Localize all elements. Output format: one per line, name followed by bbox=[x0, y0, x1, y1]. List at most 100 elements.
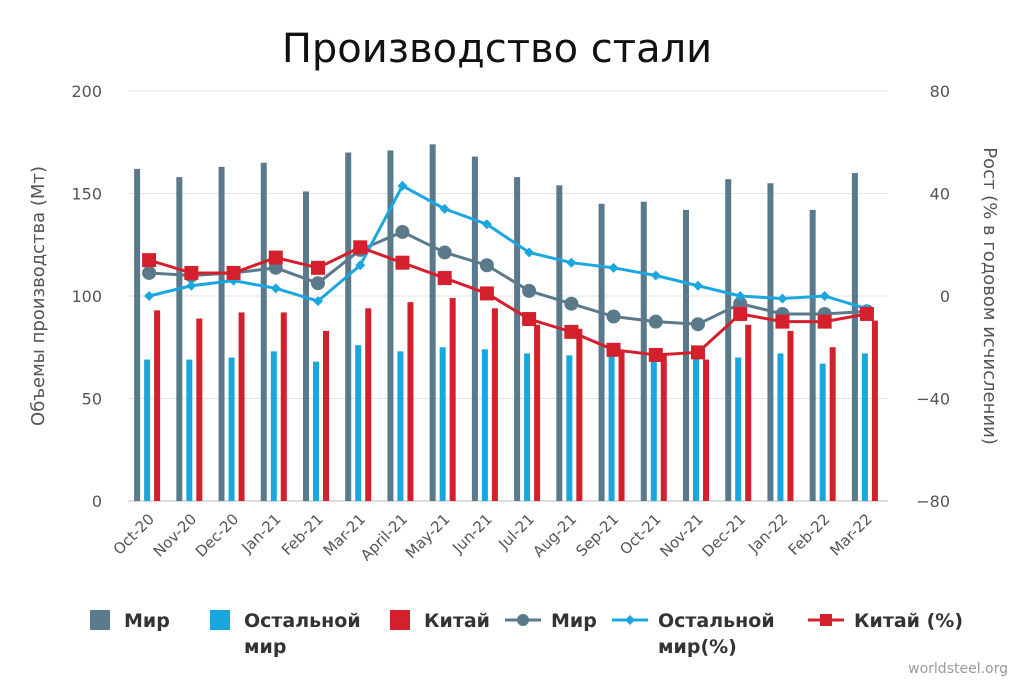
bar-world bbox=[725, 179, 732, 501]
marker-world-growth bbox=[479, 258, 494, 273]
bar-world bbox=[345, 152, 352, 501]
marker-rest-of-world-growth bbox=[735, 291, 746, 301]
bar-rest-of-world bbox=[735, 357, 742, 501]
bar-china bbox=[871, 320, 878, 501]
bar-china bbox=[280, 312, 287, 501]
bar-world bbox=[134, 168, 141, 501]
y-tick-label: 150 bbox=[71, 185, 102, 204]
y-tick-label: 50 bbox=[82, 390, 102, 409]
bar-rest-of-world bbox=[481, 349, 488, 501]
bar-china bbox=[618, 351, 625, 501]
bar-china bbox=[365, 308, 372, 501]
bar-rest-of-world bbox=[693, 355, 699, 501]
marker-world-growth bbox=[437, 245, 452, 260]
bar-china bbox=[787, 330, 794, 501]
marker-china-growth bbox=[353, 240, 368, 255]
marker-china-growth bbox=[311, 260, 325, 275]
marker-china-growth bbox=[775, 314, 790, 329]
bar-china bbox=[829, 347, 836, 501]
legend-swatch bbox=[90, 610, 110, 630]
marker-rest-of-world-growth bbox=[186, 280, 197, 291]
marker-world-growth bbox=[395, 224, 410, 239]
legend-item: Остальной мир(%) bbox=[612, 610, 775, 658]
marker-china-growth bbox=[395, 255, 410, 270]
marker-china-growth bbox=[859, 306, 874, 321]
y2-axis-title: Рост (% в годовом исчислении) bbox=[979, 147, 1000, 445]
legend: Мир Остальной мир Китай Мир Остальной мир(%) Ки… bbox=[90, 610, 963, 658]
bar-rest-of-world bbox=[819, 363, 826, 501]
bar-china bbox=[323, 330, 329, 501]
y2-tick-label: −80 bbox=[916, 492, 950, 511]
bar-world bbox=[514, 177, 521, 501]
legend-label: Остальной bbox=[244, 610, 361, 632]
bar-world bbox=[471, 156, 478, 501]
y2-tick-label: −40 bbox=[916, 390, 950, 409]
bar-rest-of-world bbox=[439, 347, 446, 501]
bar-rest-of-world bbox=[566, 355, 573, 501]
y2-tick-label: 40 bbox=[930, 185, 950, 204]
marker-rest-of-world-growth bbox=[608, 262, 619, 273]
marker-china-growth bbox=[733, 306, 748, 321]
bar-world bbox=[218, 166, 225, 501]
x-tick-label: Jan-22 bbox=[744, 510, 791, 557]
bar-rest-of-world bbox=[608, 355, 615, 501]
marker-china-growth bbox=[564, 324, 579, 339]
x-tick-label: Jan-21 bbox=[237, 510, 284, 557]
x-tick-label: Nov-20 bbox=[150, 510, 200, 560]
bar-china bbox=[703, 359, 709, 501]
bar-china bbox=[238, 312, 245, 501]
legend-item: Мир bbox=[505, 610, 597, 632]
bar-world bbox=[767, 183, 774, 501]
bar-china bbox=[196, 318, 203, 501]
bar-rest-of-world bbox=[524, 353, 531, 501]
marker-rest-of-world-growth bbox=[819, 291, 830, 301]
chart-title: Производство стали bbox=[282, 26, 712, 72]
bar-world bbox=[303, 191, 309, 501]
bar-world bbox=[387, 150, 394, 501]
marker-world-growth bbox=[564, 296, 579, 311]
legend-item: Мир bbox=[90, 610, 170, 632]
legend-marker bbox=[625, 615, 635, 625]
legend-label: Китай (%) bbox=[854, 610, 963, 632]
legend-marker bbox=[517, 614, 529, 626]
bar-rest-of-world bbox=[861, 353, 868, 501]
bar-china bbox=[154, 310, 161, 501]
x-tick-label: Feb-22 bbox=[785, 510, 834, 559]
marker-rest-of-world-growth bbox=[566, 257, 577, 268]
bar-world bbox=[176, 177, 183, 501]
marker-rest-of-world-growth bbox=[397, 180, 408, 191]
marker-world-growth bbox=[606, 309, 621, 324]
bar-series bbox=[134, 144, 878, 502]
marker-rest-of-world-growth bbox=[777, 293, 788, 304]
bar-china bbox=[576, 328, 583, 501]
bar-world bbox=[809, 209, 816, 501]
legend-item: Остальной мир bbox=[210, 610, 361, 658]
marker-world-growth bbox=[522, 283, 537, 298]
marker-world-growth bbox=[691, 317, 705, 332]
x-tick-label: May-21 bbox=[402, 510, 454, 562]
legend-marker bbox=[820, 614, 832, 626]
marker-rest-of-world-growth bbox=[144, 291, 155, 301]
legend-swatch bbox=[210, 610, 230, 630]
bar-world bbox=[260, 162, 267, 501]
x-tick-label: Sep-21 bbox=[572, 510, 622, 560]
gridlines bbox=[128, 90, 888, 502]
marker-china-growth bbox=[437, 271, 452, 286]
marker-rest-of-world-growth bbox=[313, 296, 323, 307]
x-tick-label: Dec-20 bbox=[192, 510, 243, 561]
bar-rest-of-world bbox=[355, 345, 362, 501]
legend-item: Китай bbox=[390, 610, 490, 632]
marker-rest-of-world-growth bbox=[439, 203, 450, 214]
bar-china bbox=[745, 324, 752, 501]
marker-world-growth bbox=[648, 314, 663, 329]
marker-china-growth bbox=[184, 265, 199, 280]
x-tick-label: Oct-20 bbox=[110, 510, 158, 558]
legend-label: Остальной bbox=[658, 610, 775, 632]
marker-china-growth bbox=[817, 314, 832, 329]
legend-item: Китай (%) bbox=[808, 610, 963, 632]
x-tick-label: Jun-21 bbox=[448, 510, 495, 557]
marker-china-growth bbox=[522, 312, 537, 327]
bar-rest-of-world bbox=[228, 357, 235, 501]
legend-swatch bbox=[390, 610, 410, 630]
